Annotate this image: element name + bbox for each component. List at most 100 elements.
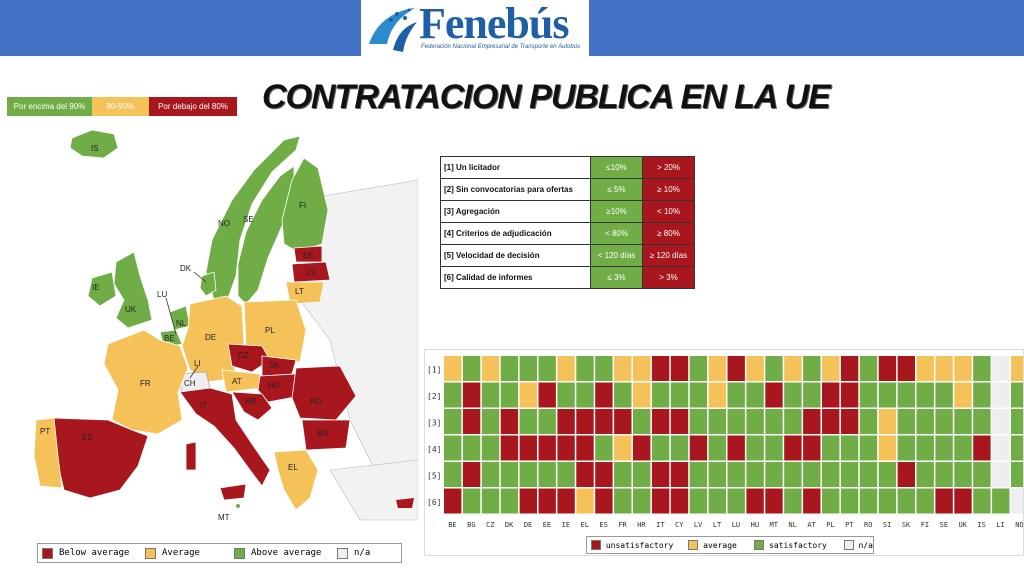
- heatmap-cell: [576, 356, 594, 381]
- heatmap-cell: [614, 382, 632, 408]
- heatmap-cell: [973, 488, 991, 514]
- heatmap-cell: [519, 488, 537, 514]
- heatmap-cell: [633, 462, 651, 487]
- map-label-bg: BG: [317, 429, 329, 438]
- heatmap-col-label: IS: [977, 521, 985, 529]
- heatmap-cell: [935, 382, 953, 408]
- heatmap-cell: [859, 409, 878, 434]
- heatmap-col-label: LU: [732, 521, 740, 529]
- heatmap-cell: [1011, 462, 1023, 487]
- heatmap-cell: [444, 356, 462, 381]
- heatmap-cell: [878, 435, 897, 461]
- heatmap-cell: [670, 356, 689, 381]
- map-label-hu: HU: [268, 381, 280, 390]
- top-legend: Por encima del 90% 80-90% Por debajo del…: [7, 97, 237, 116]
- heatmap-cell: [765, 435, 783, 461]
- heatmap-col-label: LI: [996, 521, 1004, 529]
- heatmap-cell: [708, 435, 726, 461]
- legend-swatch-average: [145, 547, 156, 559]
- heatmap-col-label: ES: [599, 521, 607, 529]
- heatmap-cell: [689, 462, 708, 487]
- heatmap-cell: [992, 356, 1010, 381]
- legend-above-90: Por encima del 90%: [7, 97, 92, 116]
- legend-below-80: Por debajo del 80%: [149, 97, 237, 116]
- heatmap-cell: [576, 409, 594, 434]
- heatmap-cell: [500, 462, 519, 487]
- criteria-row: [1] Un licitador ≤10% > 20%: [440, 156, 695, 179]
- map-label-pl: PL: [265, 326, 275, 335]
- heatmap-cell: [916, 382, 934, 408]
- heatmap-cell: [897, 462, 915, 487]
- heatmap-cell: [462, 409, 481, 434]
- heatmap-cell: [897, 435, 915, 461]
- heatmap-cell: [557, 462, 575, 487]
- heatmap-cell: [859, 462, 878, 487]
- criteria-good: < 80%: [590, 222, 643, 245]
- heatmap-cell: [935, 488, 953, 514]
- heatmap-cell: [708, 382, 726, 408]
- criteria-good: ≤10%: [590, 156, 643, 179]
- heatmap-cell: [840, 435, 859, 461]
- heatmap-row-label: [3]: [427, 418, 441, 427]
- legend-swatch-below: [42, 547, 53, 559]
- heatmap-cell: [576, 462, 594, 487]
- criteria-good: ≤ 5%: [590, 178, 643, 201]
- heatmap-cell: [689, 488, 708, 514]
- heatmap-cell: [519, 435, 537, 461]
- heatmap-cell: [954, 488, 972, 514]
- heatmap-row-label: [5]: [427, 471, 441, 480]
- criteria-bad: > 20%: [642, 156, 695, 179]
- heatmap-col-label: SK: [902, 521, 911, 529]
- heatmap-cell: [462, 382, 481, 408]
- heatmap-cell: [500, 409, 519, 434]
- heatmap-cell: [954, 462, 972, 487]
- heatmap-cell: [595, 462, 613, 487]
- heatmap-col-label: EL: [581, 521, 589, 529]
- criteria-bad: ≥ 80%: [642, 222, 695, 245]
- heatmap-cell: [708, 356, 726, 381]
- criteria-row: [6] Calidad de informes ≤ 3% > 3%: [440, 266, 695, 289]
- map-label-mt: MT: [218, 513, 230, 522]
- heatmap-cell: [840, 462, 859, 487]
- logo-subtitle: Federación Nacional Empresarial de Trans…: [421, 44, 581, 50]
- criteria-row: [3] Agregación ≥10% < 10%: [440, 200, 695, 223]
- heatmap-cell: [765, 382, 783, 408]
- heatmap-cell: [803, 462, 821, 487]
- heatmap-cell: [614, 435, 632, 461]
- heatmap-cell: [557, 409, 575, 434]
- map-label-pt: PT: [40, 427, 50, 436]
- criteria-good: ≤ 3%: [590, 266, 643, 289]
- heatmap-cell: [500, 488, 519, 514]
- heatmap-cell: [538, 409, 556, 434]
- heatmap-col-label: BG: [467, 521, 475, 529]
- heatmap-cell: [481, 409, 500, 434]
- heatmap-cell: [746, 488, 764, 514]
- heatmap-cell: [878, 488, 897, 514]
- heatmap-cell: [670, 435, 689, 461]
- heatmap-col-label: BE: [448, 521, 456, 529]
- heatmap-cell: [1011, 409, 1023, 434]
- heatmap-cell: [765, 488, 783, 514]
- heatmap-cell: [633, 488, 651, 514]
- heatmap-cell: [595, 435, 613, 461]
- heatmap-cell: [973, 435, 991, 461]
- map-label-ch: CH: [184, 379, 196, 388]
- heatmap-cell: [538, 356, 556, 381]
- heatmap-cell: [462, 462, 481, 487]
- heatmap-cell: [670, 462, 689, 487]
- europe-map: IS NO SE FI EE LV LT DK IE UK NL BE LU D…: [0, 118, 418, 566]
- heatmap-cell: [897, 488, 915, 514]
- heatmap-col-label: FR: [618, 521, 627, 529]
- heatmap-cell: [614, 356, 632, 381]
- legend-below-average: Below average: [59, 548, 130, 558]
- legend-average: Average: [162, 548, 200, 558]
- map-label-fr: FR: [140, 379, 151, 388]
- heatmap-cell: [576, 488, 594, 514]
- map-label-de: DE: [205, 333, 216, 342]
- heatmap-cell: [500, 435, 519, 461]
- heatmap-cell: [670, 409, 689, 434]
- heatmap-cell: [1011, 435, 1023, 461]
- heatmap-cell: [878, 409, 897, 434]
- heat-swatch-average: [688, 540, 699, 550]
- heatmap-col-label: AT: [807, 521, 816, 529]
